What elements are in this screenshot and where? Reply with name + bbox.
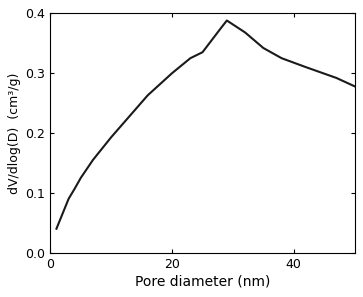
X-axis label: Pore diameter (nm): Pore diameter (nm) bbox=[135, 275, 270, 289]
Y-axis label: dV/dlog(D)  (cm³/g): dV/dlog(D) (cm³/g) bbox=[8, 72, 21, 194]
